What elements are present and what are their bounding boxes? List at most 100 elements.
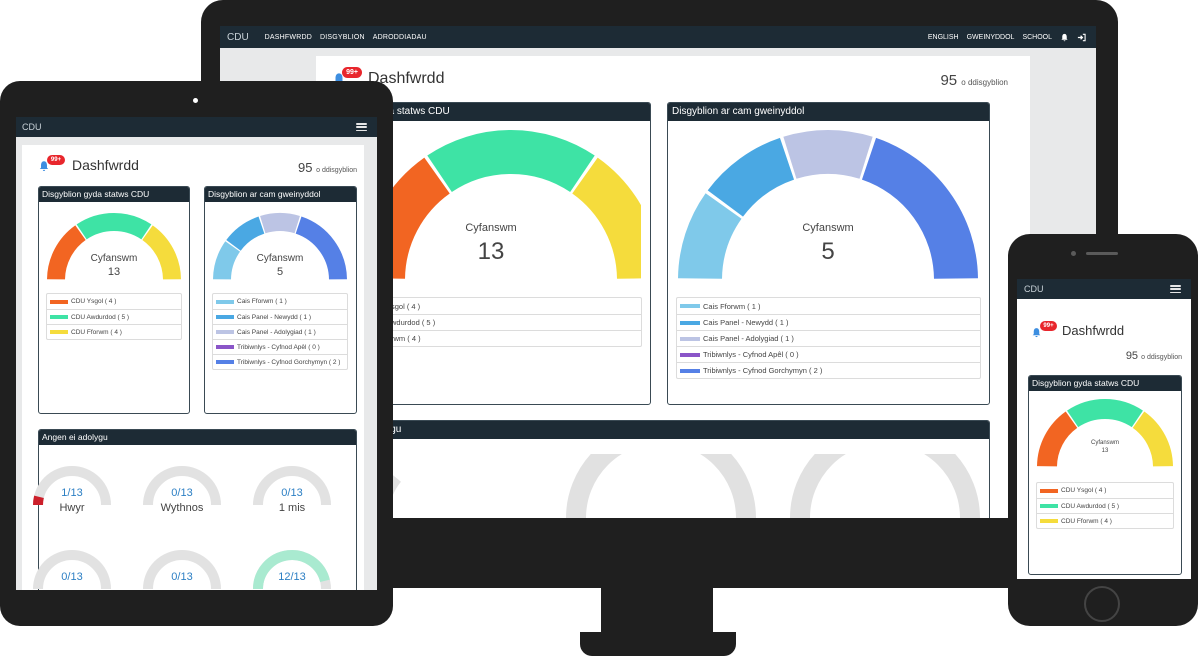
tablet-admin-legend-swatch [216,330,234,334]
admin-panel-title: Disgyblion ar cam gweinyddol [672,106,805,117]
tablet-admin-gauge-segment-4[interactable] [295,216,347,280]
phone-status-center: Cyfanswm 13 [1090,440,1119,454]
monitor-admin-gauge-segment-2[interactable] [783,130,873,179]
review-ring-label[interactable]: 0/13 1 mis [252,487,332,514]
review-ring-label[interactable]: 0/13 [142,571,222,583]
tablet-status-legend-item[interactable]: CDU Awdurdod ( 5 ) [47,309,181,324]
monitor-admin-legend-swatch [680,320,700,325]
monitor-admin-legend-item[interactable]: Tribiwnlys - Cyfnod Gorchymyn ( 2 ) [677,362,980,378]
nav-reports[interactable]: ADRODDIADAU [372,33,427,41]
tablet-admin-legend-swatch [216,299,234,304]
tablet-admin-legend-label: Cais Fforwm ( 1 ) [237,298,287,305]
phone-status-gauge-segment-0[interactable] [1037,411,1078,467]
admin-gauge [678,130,978,280]
review-ring-label[interactable]: 12/13 [252,571,332,583]
tablet-admin-legend-swatch [216,360,234,364]
nav-admin[interactable]: GWEINYDDOL [966,33,1015,41]
monitor-admin-legend-swatch [680,352,700,357]
tablet-admin-legend-label: Cais Panel - Adolygiad ( 1 ) [237,328,316,336]
review-ring-caption: 1 mis [278,502,306,514]
student-count-value: 95 [940,72,958,89]
tablet-status-legend-item[interactable]: CDU Ysgol ( 4 ) [47,294,181,309]
phone-status-legend-item[interactable]: CDU Fforwm ( 4 ) [1037,513,1173,528]
monitor-admin-gauge-segment-4[interactable] [861,137,978,280]
tablet-admin-legend-item[interactable]: Cais Panel - Newydd ( 1 ) [213,309,347,324]
sign-out-icon[interactable] [1077,33,1086,42]
status-gauge-center: Cyfanswm 13 [454,222,528,266]
review-ring [253,550,331,590]
review-ring [143,466,221,506]
phone-speaker [1086,252,1118,255]
tablet-student-count: 95 o ddisgyblion [298,160,357,175]
monitor-admin-legend-item[interactable]: Cais Fforwm ( 1 ) [677,298,980,314]
nav-students[interactable]: DISGYBLION [319,33,365,41]
tablet-admin-legend-item[interactable]: Tribiwnlys - Cyfnod Gorchymyn ( 2 ) [213,354,347,369]
review-ring-fill [33,495,44,506]
nav-dashboard[interactable]: DASHFWRDD [264,33,312,41]
status-panel-header: da statws CDU [329,103,650,121]
tablet-status-title: Disgyblion gyda statws CDU [42,189,150,199]
tablet-admin-legend-item[interactable]: Cais Fforwm ( 1 ) [213,294,347,309]
tablet-status-gauge-segment-1[interactable] [76,213,152,240]
student-count-label: o ddisgyblion [961,78,1008,87]
monitor-admin-legend-item[interactable]: Cais Panel - Adolygiad ( 1 ) [677,330,980,346]
tablet-bell-icon[interactable]: 99+ [38,155,65,172]
tablet-status-gauge-segment-2[interactable] [141,225,181,280]
monitor-status-gauge-segment-1[interactable] [427,130,595,193]
tablet-admin-legend-swatch [216,315,234,319]
monitor-admin-gauge-segment-0[interactable] [678,193,742,280]
phone-status-gauge-segment-2[interactable] [1132,411,1173,467]
phone-status-legend: CDU Ysgol ( 4 ) CDU Awdurdod ( 5 ) CDU Ffo… [1036,482,1174,529]
monitor-admin-gauge-segment-1[interactable] [707,137,795,218]
monitor-admin-legend-item[interactable]: Tribiwnlys - Cyfnod Apêl ( 0 ) [677,346,980,362]
bell-icon[interactable] [1060,33,1069,42]
review-ring [253,466,331,506]
tablet-admin-legend-swatch [216,345,234,349]
tablet-admin-legend-item[interactable]: Tribiwnlys - Cyfnod Apêl ( 0 ) [213,339,347,354]
nav-english[interactable]: ENGLISH [927,33,959,41]
review-ring-value: 0/13 [281,487,303,499]
phone-hamburger-icon[interactable] [1170,285,1181,293]
phone-status-legend-swatch [1040,519,1058,523]
review-ring-track [253,466,331,506]
phone-status-legend-item[interactable]: CDU Ysgol ( 4 ) [1037,483,1173,498]
review-panel: lygu [328,420,990,518]
monitor-admin-legend-label: Cais Panel - Adolygiad ( 1 ) [703,334,794,343]
tablet-status-legend-label: CDU Ysgol ( 4 ) [71,298,117,305]
tablet-status-gauge-segment-0[interactable] [47,225,87,280]
monitor-admin-legend-swatch [680,304,700,308]
monitor-admin-legend-swatch [680,368,700,373]
phone-screen: CDU 99+ Dashfwrdd 95 o ddisgyblion Disgy… [1017,279,1191,579]
phone-status-gauge-segment-1[interactable] [1067,399,1143,428]
monitor-neck [601,588,713,636]
tablet-camera [193,98,198,103]
monitor-status-gauge-segment-2[interactable] [571,157,641,280]
tablet-status-legend-item[interactable]: CDU Fforwm ( 4 ) [47,324,181,339]
monitor-admin-legend-item[interactable]: Cais Panel - Newydd ( 1 ) [677,314,980,330]
review-ring [143,550,221,590]
monitor-admin-legend-label: Tribiwnlys - Cyfnod Apêl ( 0 ) [703,350,799,359]
review-ring-label[interactable]: 0/13 Wythnos [142,487,222,514]
student-count: 95 o ddisgyblion [940,72,1008,89]
review-ring-label[interactable]: 1/13 Hwyr [32,487,112,514]
brand-logo[interactable]: CDU [227,31,249,43]
tablet-admin-gauge-segment-2[interactable] [260,213,300,234]
review-ring-label[interactable]: 0/13 [32,571,112,583]
review-ring-track [33,550,111,590]
tablet-admin-gauge-segment-0[interactable] [213,241,241,280]
phone-status-legend-item[interactable]: CDU Awdurdod ( 5 ) [1037,498,1173,513]
tablet-brand-logo[interactable]: CDU [22,122,42,132]
phone-brand-logo[interactable]: CDU [1024,284,1044,294]
hamburger-icon[interactable] [356,123,367,131]
tablet-notification-badge: 99+ [47,155,65,165]
nav-school[interactable]: SCHOOL [1022,33,1052,41]
phone-status-gauge [1037,399,1173,467]
legend-item: sgol ( 4 ) [391,301,421,311]
phone-home-button[interactable] [1084,586,1120,622]
tablet-admin-gauge-segment-1[interactable] [226,216,265,252]
tablet-admin-gauge [213,213,347,280]
phone-status-legend-label: CDU Fforwm ( 4 ) [1061,517,1112,525]
monitor-admin-legend-label: Cais Panel - Newydd ( 1 ) [703,318,789,327]
phone-bell-icon[interactable]: 99+ [1031,321,1057,338]
tablet-admin-legend-item[interactable]: Cais Panel - Adolygiad ( 1 ) [213,324,347,339]
